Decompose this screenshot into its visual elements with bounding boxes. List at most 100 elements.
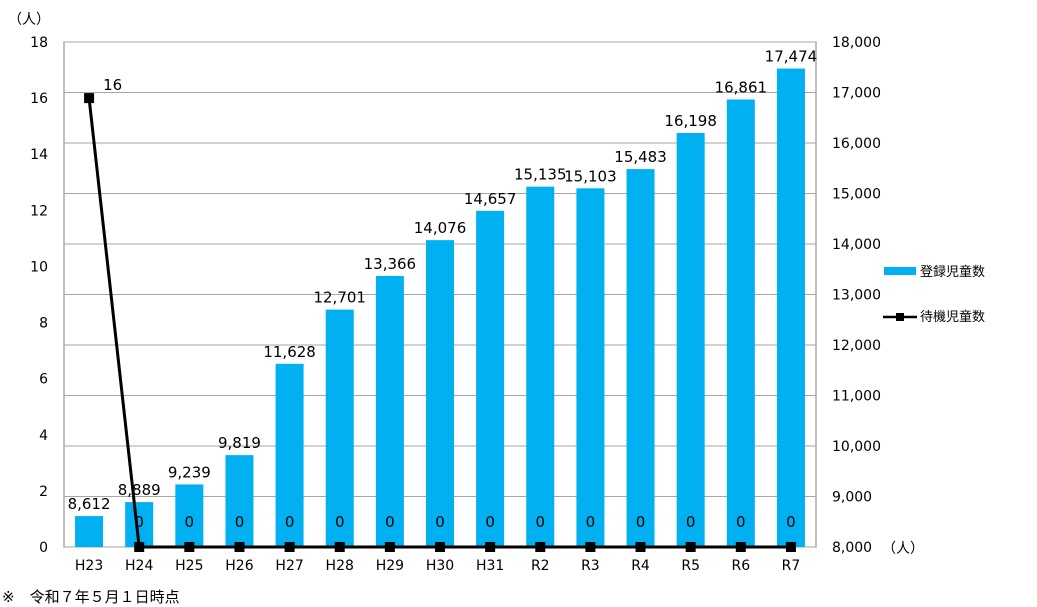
bar bbox=[375, 276, 404, 547]
left-tick-label: 4 bbox=[39, 428, 48, 444]
bar bbox=[275, 363, 304, 547]
right-tick-label: 14,000 bbox=[832, 237, 881, 253]
bar-value-label: 12,701 bbox=[313, 289, 366, 307]
bar-value-label: 17,474 bbox=[765, 48, 818, 66]
x-tick-label: R7 bbox=[782, 558, 801, 574]
line-value-label: 0 bbox=[134, 513, 144, 531]
line-value-label: 0 bbox=[736, 513, 746, 531]
line-series bbox=[84, 93, 796, 552]
bar-value-label: 14,657 bbox=[464, 190, 517, 208]
x-tick-label: R6 bbox=[731, 558, 750, 574]
line-value-label: 0 bbox=[385, 513, 395, 531]
x-axis: H23 H24 H25 H26 H27 H28 H29 H30 H31 R2 R3 R4 R5 R6 R7 bbox=[75, 558, 800, 574]
right-tick-label: 18,000 bbox=[832, 35, 881, 51]
x-tick-label: H28 bbox=[326, 558, 354, 574]
x-tick-label: H25 bbox=[175, 558, 203, 574]
legend-line-marker bbox=[896, 313, 904, 321]
line-marker bbox=[384, 542, 395, 552]
x-tick-label: H23 bbox=[75, 558, 103, 574]
x-tick-label: H26 bbox=[225, 558, 253, 574]
line-marker bbox=[585, 542, 596, 552]
legend-bar-label: 登録児童数 bbox=[920, 264, 985, 280]
bar bbox=[476, 210, 505, 547]
x-tick-label: H31 bbox=[476, 558, 504, 574]
bar bbox=[626, 169, 655, 547]
line-data-labels: 16 0 0 0 0 0 0 0 0 0 0 0 0 0 0 bbox=[103, 76, 796, 531]
bar-value-label: 13,366 bbox=[364, 255, 417, 273]
line-value-label: 0 bbox=[686, 513, 696, 531]
line-value-label: 0 bbox=[185, 513, 195, 531]
bar-value-label: 16,198 bbox=[664, 112, 717, 130]
right-tick-label: 15,000 bbox=[832, 187, 881, 203]
right-tick-label: 9,000 bbox=[832, 490, 872, 506]
bar bbox=[726, 99, 755, 547]
bar bbox=[225, 455, 254, 547]
line-marker bbox=[284, 542, 295, 552]
line-marker bbox=[635, 542, 646, 552]
x-tick-label: H29 bbox=[376, 558, 404, 574]
left-tick-label: 0 bbox=[39, 540, 48, 556]
right-tick-label: 17,000 bbox=[832, 86, 881, 102]
line-marker bbox=[84, 93, 95, 104]
left-tick-label: 16 bbox=[30, 91, 48, 107]
line-marker bbox=[735, 542, 746, 552]
x-tick-label: H24 bbox=[125, 558, 153, 574]
bar bbox=[426, 240, 454, 548]
line-marker bbox=[785, 542, 796, 552]
line-value-label: 0 bbox=[636, 513, 646, 531]
legend-line-label: 待機児童数 bbox=[920, 309, 985, 325]
left-tick-label: 8 bbox=[39, 316, 48, 332]
line-value-label: 0 bbox=[586, 513, 596, 531]
left-tick-label: 14 bbox=[30, 147, 48, 163]
line-value-label: 0 bbox=[335, 513, 345, 531]
right-axis-unit: （人） bbox=[882, 541, 924, 557]
right-tick-label: 13,000 bbox=[832, 288, 881, 304]
line-marker bbox=[184, 542, 195, 552]
line-marker bbox=[234, 542, 245, 552]
left-axis: （人） 0 2 4 6 8 10 12 14 16 18 bbox=[8, 12, 50, 556]
bar bbox=[526, 186, 555, 547]
bar-value-label: 15,135 bbox=[514, 166, 567, 184]
right-tick-label: 16,000 bbox=[832, 136, 881, 152]
line-marker bbox=[435, 542, 445, 552]
bar-value-label: 11,628 bbox=[263, 343, 316, 361]
line-marker bbox=[485, 542, 496, 552]
bar-value-label: 16,861 bbox=[715, 79, 768, 97]
x-tick-label: R5 bbox=[681, 558, 700, 574]
x-tick-label: R2 bbox=[531, 558, 550, 574]
bar-data-labels: 8,612 8,889 9,239 9,819 11,628 12,701 13,366 14… bbox=[68, 48, 818, 514]
bar-value-label: 9,819 bbox=[218, 434, 261, 452]
chart: 8,612 8,889 9,239 9,819 11,628 12,701 13,366 14… bbox=[8, 12, 985, 574]
x-tick-label: R4 bbox=[631, 558, 650, 574]
x-tick-label: H30 bbox=[426, 558, 454, 574]
line-value-label: 0 bbox=[235, 513, 245, 531]
line-marker bbox=[134, 542, 145, 552]
right-tick-label: 10,000 bbox=[832, 439, 881, 455]
bar bbox=[576, 188, 605, 547]
line-value-label: 0 bbox=[786, 513, 796, 531]
left-tick-label: 10 bbox=[30, 259, 48, 275]
left-tick-label: 6 bbox=[39, 372, 48, 388]
right-axis: （人） 8,000 9,000 10,000 11,000 12,000 13,000 14… bbox=[832, 35, 924, 557]
line-value-label: 16 bbox=[103, 76, 122, 94]
right-tick-label: 12,000 bbox=[832, 338, 881, 354]
bar-series bbox=[75, 68, 805, 548]
bar bbox=[676, 133, 705, 547]
x-tick-label: H27 bbox=[275, 558, 303, 574]
bar-value-label: 15,103 bbox=[564, 167, 617, 185]
line-value-label: 0 bbox=[485, 513, 495, 531]
line-marker bbox=[685, 542, 696, 552]
footnote: ※ 令和７年５月１日時点 bbox=[2, 588, 180, 606]
bar-value-label: 15,483 bbox=[614, 148, 667, 166]
line-value-label: 0 bbox=[435, 513, 445, 531]
bar bbox=[175, 484, 204, 547]
plot-area: 8,612 8,889 9,239 9,819 11,628 12,701 13,366 14… bbox=[63, 41, 818, 552]
left-tick-label: 12 bbox=[30, 203, 48, 219]
bar bbox=[325, 309, 354, 547]
line-marker bbox=[535, 542, 546, 552]
legend-bar-swatch bbox=[884, 267, 916, 275]
line-value-label: 0 bbox=[535, 513, 545, 531]
line-marker bbox=[334, 542, 345, 552]
bar-value-label: 9,239 bbox=[168, 463, 211, 481]
bar-value-label: 14,076 bbox=[414, 219, 467, 237]
